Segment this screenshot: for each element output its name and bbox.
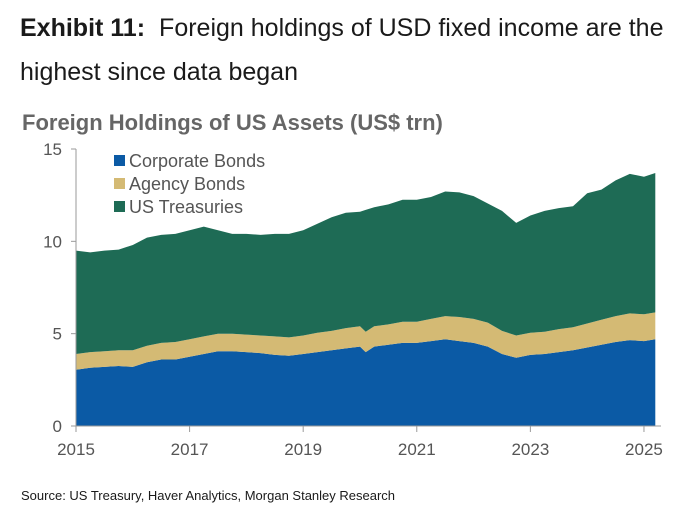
exhibit-heading: Exhibit 11: Foreign holdings of USD fixed… [20,6,688,94]
area-layer [76,173,656,426]
chart-title: Foreign Holdings of US Assets (US$ trn) [22,110,443,135]
x-tick-label: 2017 [171,440,209,459]
x-tick-label: 2023 [511,440,549,459]
x-tick-label: 2025 [625,440,663,459]
x-tick-label: 2019 [284,440,322,459]
y-tick-label: 0 [53,417,62,436]
legend-label: US Treasuries [129,197,243,217]
source-note: Source: US Treasury, Haver Analytics, Mo… [21,488,396,503]
legend-swatch [114,155,125,166]
x-tick-label: 2015 [57,440,95,459]
area-agency-bonds [76,312,656,370]
area-corporate-bonds [76,339,656,426]
legend-label: Corporate Bonds [129,151,265,171]
legend: Corporate Bonds Agency Bonds US Treasuries [114,151,265,217]
x-tick-label: 2021 [398,440,436,459]
legend-swatch [114,178,125,189]
area-us-treasuries [76,173,656,354]
y-tick-label: 15 [43,140,62,159]
exhibit-label: Exhibit 11: [20,14,146,42]
legend-label: Agency Bonds [129,174,245,194]
legend-swatch [114,201,125,212]
axes-layer: 0 5 10 15 2015 2017 2019 2021 2023 2025 [43,140,663,459]
y-tick-label: 10 [43,232,62,251]
y-tick-label: 5 [53,325,62,344]
exhibit-title: Foreign holdings of USD fixed income are… [20,14,664,86]
